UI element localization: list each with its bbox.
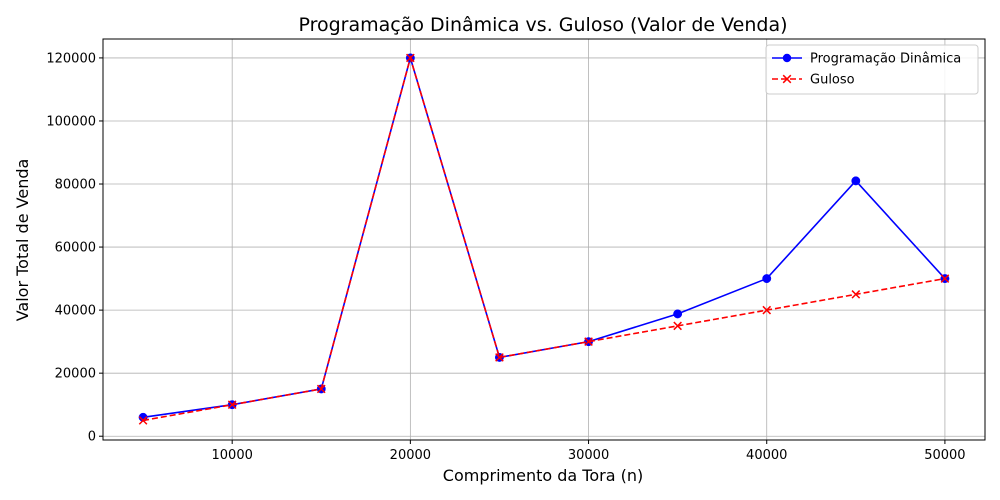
legend-label: Programação Dinâmica	[810, 52, 961, 67]
legend-label: Guloso	[810, 73, 855, 88]
data-point	[762, 305, 772, 315]
x-tick-label: 50000	[924, 448, 965, 463]
y-tick-label: 60000	[55, 241, 96, 256]
y-axis-title: Valor Total de Venda	[13, 159, 32, 322]
grid	[103, 39, 985, 440]
data-point	[495, 353, 504, 362]
x-axis-title: Comprimento da Tora (n)	[443, 466, 643, 485]
y-tick-label: 20000	[55, 367, 96, 382]
plot-area	[102, 38, 986, 441]
x-axis: 10000 20000 30000 40000 50000	[212, 440, 966, 463]
legend: Programação Dinâmica Guloso	[765, 44, 979, 95]
x-tick-label: 10000	[212, 448, 253, 463]
data-point	[673, 309, 683, 319]
y-axis: 0 20000 40000 60000 80000 100000 120000	[46, 51, 103, 445]
y-tick-label: 80000	[55, 178, 96, 193]
series-guloso	[138, 53, 950, 425]
legend-entry: Guloso	[772, 73, 855, 88]
x-tick-label: 30000	[568, 448, 609, 463]
y-tick-label: 100000	[46, 114, 96, 129]
x-tick-label: 40000	[746, 448, 787, 463]
legend-marker	[782, 74, 792, 84]
data-point	[316, 384, 326, 394]
legend-entry: Programação Dinâmica	[772, 52, 961, 67]
data-point	[940, 274, 950, 283]
data-point	[406, 53, 415, 63]
y-tick-label: 120000	[46, 51, 96, 66]
series-layer	[138, 53, 950, 425]
series-line	[142, 54, 946, 422]
y-tick-label: 0	[88, 430, 96, 445]
data-point	[584, 337, 593, 346]
data-point	[138, 416, 148, 425]
legend-box	[765, 44, 979, 95]
data-point	[227, 400, 237, 410]
data-point	[851, 176, 861, 186]
data-point	[673, 321, 682, 331]
chart-title: Programação Dinâmica vs. Guloso (Valor d…	[298, 14, 787, 36]
legend-marker	[782, 53, 792, 63]
x-tick-label: 20000	[390, 448, 431, 463]
data-point	[851, 290, 861, 299]
y-tick-label: 40000	[55, 304, 96, 319]
data-point	[762, 274, 772, 284]
